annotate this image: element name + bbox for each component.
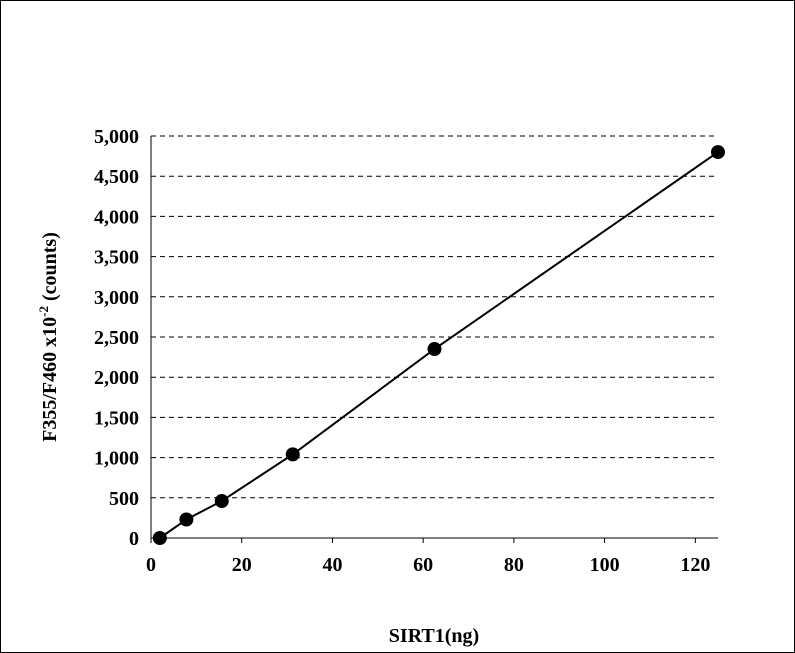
y-tick-label-3000: 3,000 — [94, 287, 139, 309]
gridlines — [151, 135, 718, 499]
x-tick-label-100: 100 — [590, 554, 620, 576]
data-point-3 — [285, 447, 300, 462]
data-point-5 — [711, 145, 725, 160]
y-tick-label-0: 0 — [129, 528, 139, 550]
y-tick-label-2000: 2,000 — [94, 367, 139, 389]
y-tick-label-500: 500 — [109, 488, 139, 510]
x-axis-title: SIRT1(ng) — [389, 625, 479, 647]
y-axis-title-main: F355/F460 x10 — [39, 317, 61, 442]
axes — [150, 136, 718, 543]
data-point-1 — [179, 512, 194, 527]
x-tick-label-40: 40 — [322, 554, 342, 576]
y-tick-label-3500: 3,500 — [94, 247, 139, 269]
y-axis-title-suffix: (counts) — [39, 232, 61, 306]
data-point-4 — [427, 342, 442, 357]
x-tick-label-20: 20 — [232, 554, 252, 576]
y-tick-label-2500: 2,500 — [94, 327, 139, 349]
x-tick-label-80: 80 — [504, 554, 524, 576]
y-tick-label-4500: 4,500 — [94, 166, 139, 188]
x-tick-label-0: 0 — [146, 554, 156, 576]
y-axis-title-superscript: -2 — [36, 306, 51, 317]
x-tick-labels: 0 20 40 60 80 100 120 — [146, 554, 710, 576]
y-tick-label-5000: 5,000 — [94, 126, 139, 148]
data-point-0 — [152, 531, 167, 545]
y-axis-title: F355/F460 x10-2 (counts) — [36, 232, 61, 442]
y-tick-label-4000: 4,000 — [94, 206, 139, 228]
y-tick-label-1500: 1,500 — [94, 407, 139, 429]
x-tick-label-60: 60 — [413, 554, 433, 576]
y-tick-label-1000: 1,000 — [94, 448, 139, 470]
y-tick-labels: 0 500 1,000 1,500 2,000 2,500 3,000 3,500 4,000 4… — [94, 126, 139, 550]
x-tick-label-120: 120 — [680, 554, 710, 576]
data-point-2 — [214, 494, 229, 509]
series — [152, 145, 725, 545]
